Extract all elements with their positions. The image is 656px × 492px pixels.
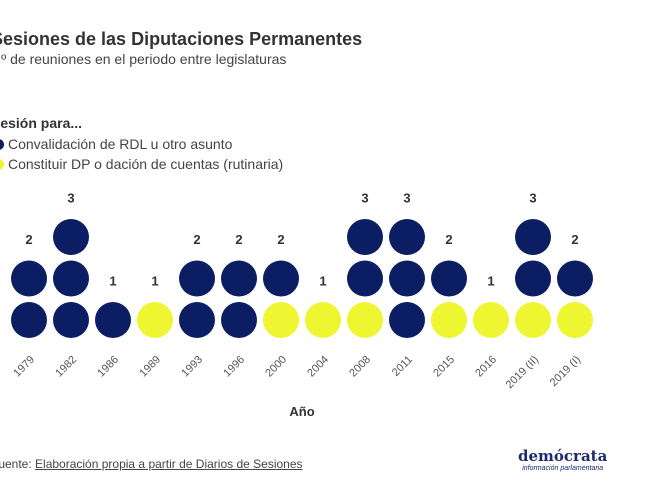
- dot-convalidacion: [53, 260, 89, 297]
- dot-convalidacion: [221, 302, 257, 338]
- total-label: 3: [529, 191, 536, 206]
- dot-rutinaria: [473, 302, 509, 338]
- x-tick-label: 2016: [473, 354, 499, 380]
- total-label: 2: [571, 232, 578, 247]
- dot-rutinaria: [263, 302, 299, 338]
- legend-item-rutinaria: Constituir DP o dación de cuentas (rutin…: [0, 156, 283, 172]
- x-tick-label: 2004: [305, 354, 331, 380]
- dot-convalidacion: [179, 302, 215, 338]
- dot-convalidacion: [347, 260, 383, 297]
- x-tick-label: 1982: [53, 354, 79, 380]
- dot-convalidacion: [389, 219, 425, 255]
- source-note: Fuente: Elaboración propia a partir de D…: [0, 457, 303, 471]
- dot-convalidacion: [95, 302, 131, 338]
- x-tick-label: 2008: [347, 354, 373, 380]
- legend-dot-navy-icon: [0, 138, 4, 150]
- x-tick-label: 2000: [263, 354, 289, 380]
- total-label: 1: [487, 274, 494, 289]
- x-tick-label: 1996: [221, 354, 247, 380]
- dot-convalidacion: [53, 302, 89, 338]
- dot-rutinaria: [431, 302, 467, 338]
- x-tick-label: 2015: [431, 354, 457, 380]
- total-label: 2: [235, 232, 242, 247]
- source-prefix: Fuente:: [0, 457, 32, 471]
- dot-convalidacion: [179, 260, 215, 297]
- total-label: 3: [403, 191, 410, 206]
- total-label: 2: [193, 232, 200, 247]
- total-label: 1: [319, 274, 326, 289]
- legend-title: Sesión para...: [0, 115, 83, 131]
- chart-title: Sesiones de las Diputaciones Permanentes: [0, 29, 363, 49]
- total-label: 2: [25, 232, 32, 247]
- dot-convalidacion: [221, 260, 257, 297]
- dot-convalidacion: [53, 219, 89, 255]
- dot-convalidacion: [515, 219, 551, 255]
- x-tick-label: 2019 (I): [548, 354, 583, 389]
- total-label: 2: [445, 232, 452, 247]
- logo-tagline: información parlamentaria: [522, 465, 604, 472]
- total-label: 3: [361, 191, 368, 206]
- dot-convalidacion: [431, 260, 467, 297]
- dot-rutinaria: [305, 302, 341, 338]
- total-label: 2: [277, 232, 284, 247]
- dot-rutinaria: [137, 302, 173, 338]
- legend-label: Constituir DP o dación de cuentas (rutin…: [8, 156, 284, 172]
- x-tick-label: 2011: [390, 354, 415, 379]
- dot-convalidacion: [11, 260, 47, 297]
- dot-convalidacion: [389, 260, 425, 297]
- x-tick-label: 1989: [137, 354, 163, 380]
- x-tick-label: 1986: [95, 354, 121, 380]
- dot-convalidacion: [389, 302, 425, 338]
- x-tick-label: 1979: [11, 354, 37, 380]
- legend-label: Convalidación de RDL u otro asunto: [8, 136, 233, 152]
- dot-rutinaria: [557, 302, 593, 338]
- democrata-logo: demócrata información parlamentaria: [518, 449, 607, 473]
- dot-rutinaria: [515, 302, 551, 338]
- dot-convalidacion: [557, 260, 593, 297]
- logo-name: demócrata: [518, 447, 608, 465]
- dot-rutinaria: [347, 302, 383, 338]
- legend-dot-yellow-icon: [0, 158, 4, 170]
- dot-convalidacion: [347, 219, 383, 255]
- legend-item-convalidacion: Convalidación de RDL u otro asunto: [0, 136, 232, 152]
- dot-convalidacion: [515, 260, 551, 297]
- chart-subtitle: Nº de reuniones en el periodo entre legi…: [0, 51, 287, 67]
- source-link[interactable]: Elaboración propia a partir de Diarios d…: [35, 457, 303, 471]
- total-label: 1: [109, 274, 116, 289]
- total-label: 1: [151, 274, 158, 289]
- dot-convalidacion: [263, 260, 299, 297]
- x-axis-label: Año: [289, 404, 314, 419]
- x-tick-label: 1993: [179, 354, 205, 380]
- x-tick-label: 2019 (II): [504, 354, 541, 391]
- dot-chart: 2 1979 3 1982 1 1986 1 1989 2 1993 2 1996 2 2000 1 2004…: [11, 191, 593, 419]
- dot-convalidacion: [11, 302, 47, 338]
- total-label: 3: [67, 191, 74, 206]
